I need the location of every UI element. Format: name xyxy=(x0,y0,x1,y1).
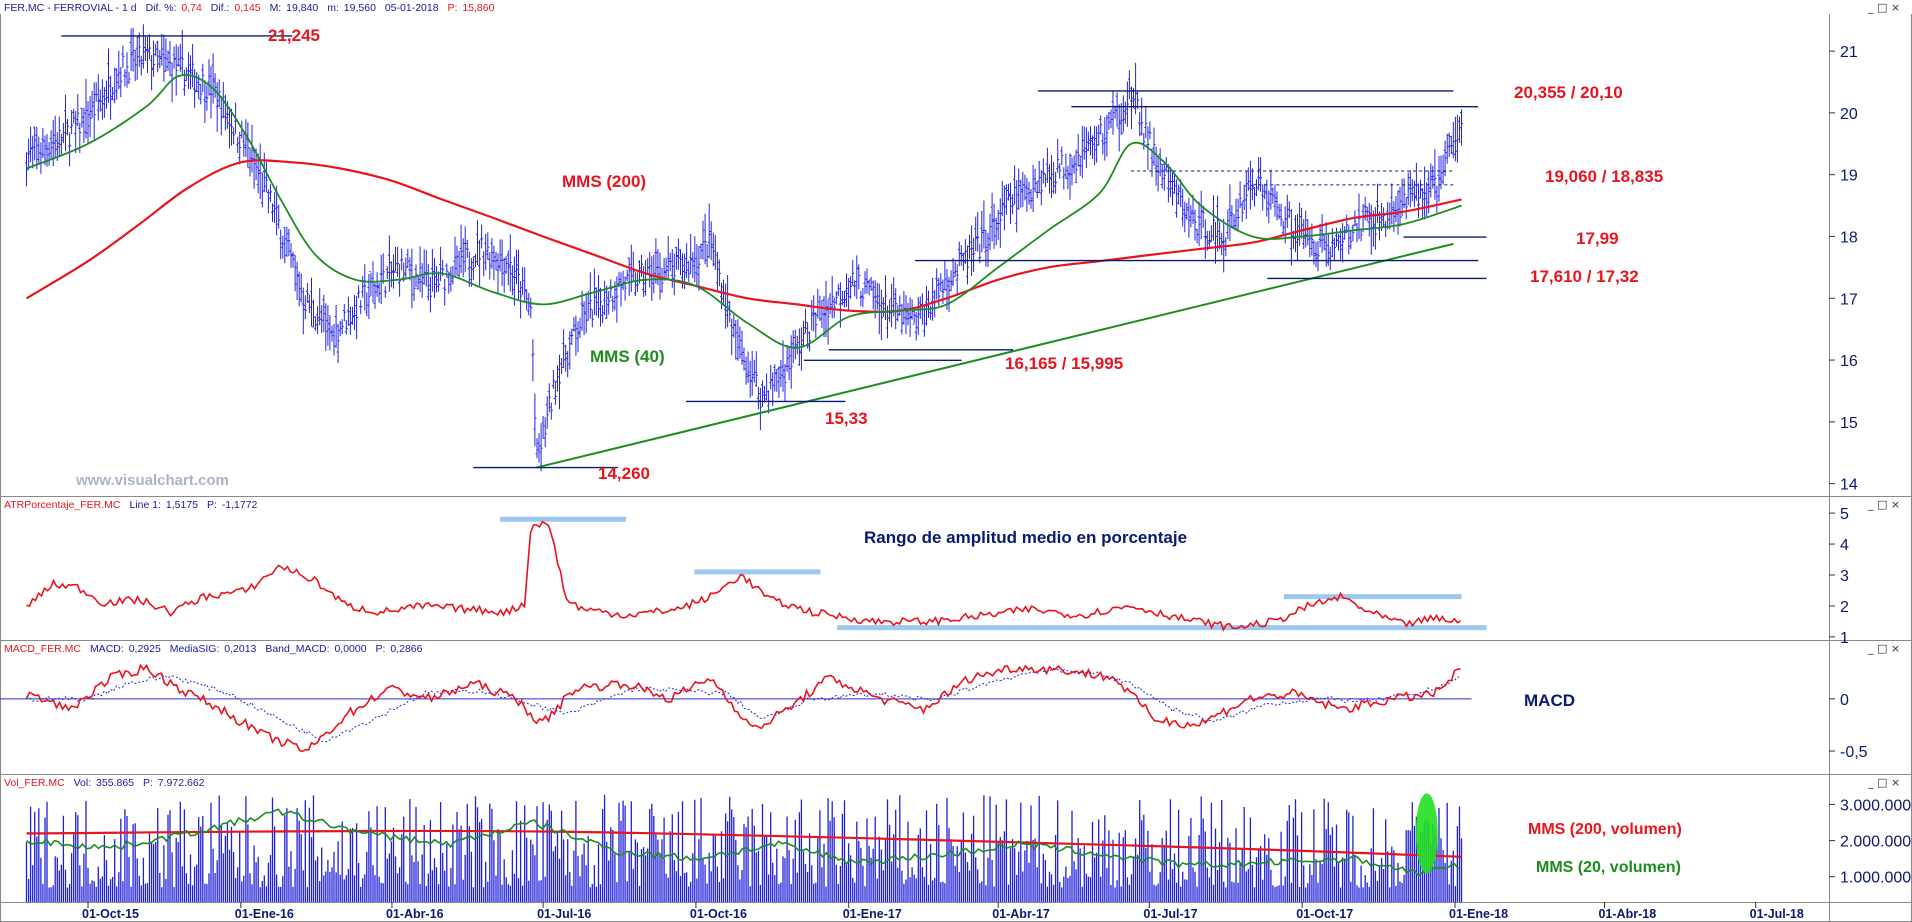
price-header: FER.MC - FERROVIAL - 1 d Dif. %: 0,74 Di… xyxy=(0,0,1912,14)
macd-line xyxy=(25,663,1461,753)
mms200-line xyxy=(25,159,1462,313)
price-ytick-label: 19 xyxy=(1840,168,1858,185)
xtick-label: 01-Oct-15 xyxy=(82,907,139,921)
label-20355: 20,355 / 20,10 xyxy=(1514,83,1623,102)
vol-mms200-label: MMS (200, volumen) xyxy=(1528,821,1682,838)
label-mms40: MMS (40) xyxy=(590,347,665,366)
price-ytick-label: 14 xyxy=(1840,477,1858,494)
vol-mms20-label: MMS (20, volumen) xyxy=(1536,859,1681,876)
volume-layer xyxy=(25,793,1463,902)
xtick-label: 01-Jul-16 xyxy=(537,907,591,921)
atr-ytick-label: 3 xyxy=(1840,568,1849,585)
xtick-label: 01-Ene-16 xyxy=(235,907,294,921)
macd-ytick-label: -0,5 xyxy=(1840,744,1868,761)
mms40-line xyxy=(26,74,1462,349)
label-mms200: MMS (200) xyxy=(562,172,646,191)
vol-mms200-line xyxy=(26,829,1462,858)
xtick-label: 01-Jul-17 xyxy=(1143,907,1197,921)
vol-ytick-label: 3.000.000 xyxy=(1840,797,1911,814)
macd-layer xyxy=(0,663,1472,753)
axes: 2120191817161514543210-0,53.000.0002.000… xyxy=(82,44,1911,921)
xtick-label: 01-Abr-16 xyxy=(386,907,444,921)
volume-highlight xyxy=(1415,793,1438,874)
price-ytick-label: 20 xyxy=(1840,106,1858,123)
xtick-label: 01-Oct-17 xyxy=(1296,907,1353,921)
xtick-label: 01-Oct-16 xyxy=(690,907,747,921)
window-controls-macd[interactable]: _ □ × xyxy=(1867,642,1900,655)
svg-text:FER.MC - FERROVIAL - 1 d: FER.MC - FERROVIAL - 1 d Dif. %: 0,74 Di… xyxy=(4,2,495,14)
price-ytick-label: 17 xyxy=(1840,291,1858,308)
window-controls-vol[interactable]: _ □ × xyxy=(1867,776,1900,789)
support-levels xyxy=(61,35,1487,469)
vol-ytick-label: 1.000.000 xyxy=(1840,870,1911,887)
svg-text:Vol_FER.MC Vol: 35: Vol_FER.MC Vol: 355.865 P: 7.972.662 xyxy=(4,777,205,789)
atr-ytick-label: 5 xyxy=(1840,506,1849,523)
macd-signal-line xyxy=(26,668,1461,743)
xtick-label: 01-Abr-17 xyxy=(992,907,1050,921)
label-1533: 15,33 xyxy=(825,409,868,428)
label-17610: 17,610 / 17,32 xyxy=(1530,267,1639,286)
price-ytick-label: 15 xyxy=(1840,415,1858,432)
vol-mms20-line xyxy=(26,808,1460,877)
atr-header: ATRPorcentaje_FER.MC Line 1: 1,5175 P: -… xyxy=(4,499,258,511)
xtick-label: 01-Jul-18 xyxy=(1750,907,1804,921)
annotations: 21,245 20,355 / 20,10 19,060 / 18,835 17… xyxy=(75,26,1682,876)
macd-header: MACD_FER.MC MACD: 0,2925 MediaSIG: 0,201… xyxy=(4,643,423,655)
price-lines xyxy=(25,74,1462,469)
label-16165: 16,165 / 15,995 xyxy=(1005,354,1123,373)
xtick-label: 01-Ene-17 xyxy=(843,907,902,921)
vol-header: Vol_FER.MC Vol: 355.865 P: 7.972.662 xyxy=(4,777,205,789)
atr-line xyxy=(26,520,1461,632)
vol-ytick-label: 2.000.000 xyxy=(1840,834,1911,851)
window-controls[interactable]: _ □ × _ □ × _ □ × _ □ × xyxy=(1867,1,1900,789)
svg-text:MACD_FER.MC MACD:: MACD_FER.MC MACD: 0,2925 MediaSIG: 0,201… xyxy=(4,643,423,655)
label-14260: 14,260 xyxy=(598,464,650,483)
label-19060: 19,060 / 18,835 xyxy=(1545,167,1663,186)
price-ytick-label: 16 xyxy=(1840,353,1858,370)
window-controls-price[interactable]: _ □ × xyxy=(1867,1,1900,14)
atr-ytick-label: 2 xyxy=(1840,599,1849,616)
price-header-name: FER.MC - FERROVIAL - 1 d xyxy=(4,2,137,14)
price-ytick-label: 21 xyxy=(1840,44,1858,61)
macd-ytick-label: 0 xyxy=(1840,692,1849,709)
volume-bars xyxy=(25,794,1463,902)
xtick-label: 01-Ene-18 xyxy=(1449,907,1508,921)
macd-title: MACD xyxy=(1524,691,1575,710)
window-controls-atr[interactable]: _ □ × xyxy=(1867,498,1900,511)
atr-layer xyxy=(26,516,1487,632)
trendline xyxy=(536,242,1454,469)
atr-ytick-label: 4 xyxy=(1840,537,1849,554)
price-ytick-label: 18 xyxy=(1840,229,1858,246)
label-1799: 17,99 xyxy=(1576,229,1619,248)
atr-title: Rango de amplitud medio en porcentaje xyxy=(864,528,1187,547)
watermark: www.visualchart.com xyxy=(75,472,229,489)
svg-text:ATRPorcentaje_FER.MC Lin: ATRPorcentaje_FER.MC Line 1: 1,5175 P: -… xyxy=(4,499,258,511)
atr-ytick-label: 1 xyxy=(1840,630,1849,647)
label-21245: 21,245 xyxy=(268,26,320,45)
xtick-label: 01-Abr-18 xyxy=(1598,907,1656,921)
